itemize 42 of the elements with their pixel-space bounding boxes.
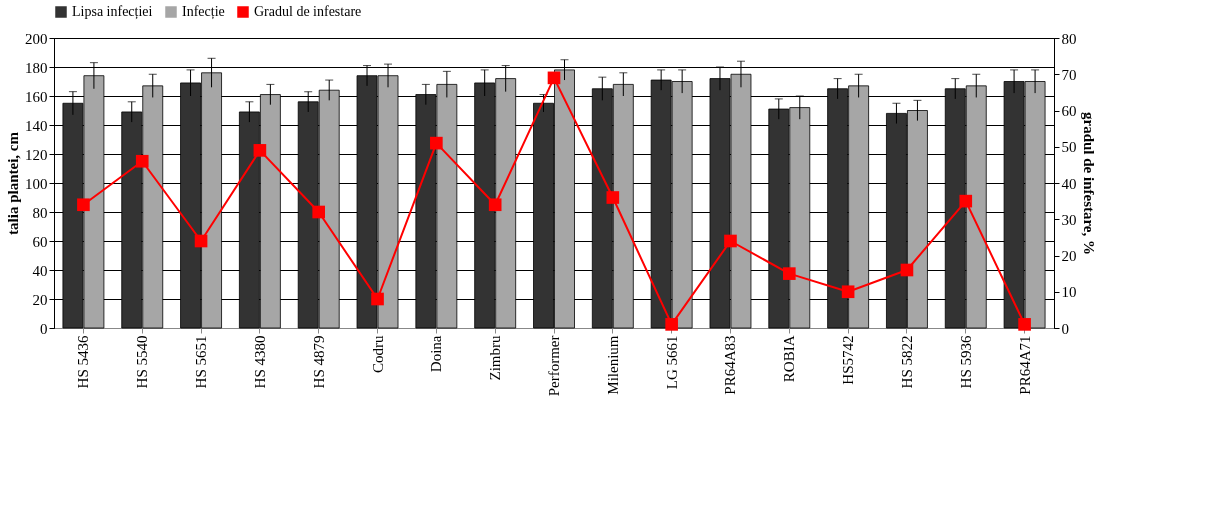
- y2-tick-label: 80: [1061, 30, 1077, 47]
- y-tick-label: 180: [25, 59, 48, 76]
- y2-tick-label: 50: [1061, 139, 1077, 156]
- y-tick-label: 140: [25, 117, 48, 134]
- x-tick-label: HS 5540: [134, 335, 151, 389]
- y-tick-label: 160: [25, 88, 48, 105]
- legend-label: Infecție: [182, 4, 225, 20]
- y2-tick-label: 70: [1061, 66, 1077, 83]
- y-tick-label: 80: [32, 204, 48, 221]
- y-tick-label: 120: [25, 146, 48, 163]
- x-tick-label: HS 4879: [310, 335, 327, 389]
- y2-tick-label: 60: [1061, 103, 1077, 119]
- y-tick-label: 60: [32, 233, 48, 250]
- y2-tick-label: 10: [1061, 284, 1077, 301]
- x-tick-label: LG 5661: [663, 335, 680, 390]
- x-tick-label: Codru: [369, 335, 386, 373]
- y-axis-title: talia plantei, cm: [5, 131, 21, 235]
- x-tick-label: HS5742: [840, 335, 857, 385]
- y2-tick-label: 0: [1061, 320, 1069, 337]
- y2-tick-label: 20: [1061, 248, 1077, 264]
- x-tick-label: Zimbru: [487, 335, 504, 381]
- y-tick-label: 100: [25, 175, 48, 192]
- y2-tick-label: 40: [1061, 175, 1077, 192]
- y-tick-label: 200: [25, 30, 48, 47]
- y2-tick-label: 30: [1061, 211, 1077, 228]
- legend-label: Gradul de infestare: [254, 4, 362, 19]
- y-tick-label: 40: [32, 262, 48, 279]
- x-tick-label: PR64A71: [1016, 335, 1033, 395]
- x-tick-label: HS 5822: [898, 335, 915, 389]
- x-tick-label: Performer: [546, 335, 562, 397]
- x-tick-label: Doina: [428, 335, 445, 373]
- x-tick-label: Milenium: [604, 335, 621, 395]
- y-tick-label: 0: [40, 320, 48, 337]
- x-tick-label: HS 5436: [75, 335, 92, 389]
- x-tick-label: ROBIA: [781, 335, 798, 383]
- x-tick-label: PR64A83: [722, 335, 739, 395]
- x-tick-label: HS 4380: [251, 335, 268, 389]
- y-tick-label: 20: [32, 291, 48, 308]
- x-tick-label: HS 5936: [957, 335, 974, 389]
- legend-label: Lipsa infecției: [72, 4, 153, 20]
- y2-axis-title: gradul de infestare, %: [1080, 111, 1097, 256]
- x-tick-label: HS 5651: [193, 335, 210, 389]
